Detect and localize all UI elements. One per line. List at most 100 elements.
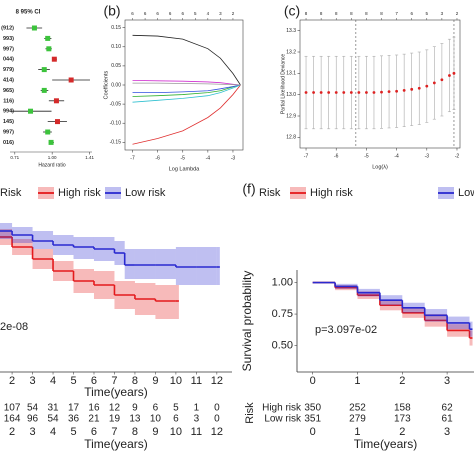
- risk-count: 96: [27, 414, 39, 425]
- risk-count: 0: [214, 414, 220, 425]
- deviance-point: [395, 89, 399, 93]
- panel-label: (c): [284, 3, 300, 19]
- row-label: 997): [3, 46, 14, 52]
- row-label: 965): [3, 88, 14, 94]
- p-value: p=3.097e-02: [315, 324, 377, 336]
- hazard-point: [41, 87, 47, 93]
- deviance-point: [319, 91, 323, 94]
- x-tick-label: 2: [399, 375, 405, 387]
- y-tick-label: 0.15: [111, 25, 121, 31]
- x-tick-label: -3: [425, 153, 430, 159]
- row-label: 044): [3, 57, 14, 63]
- hazard-point: [31, 25, 37, 31]
- row-label: 414): [3, 77, 14, 83]
- risk-count: 252: [349, 403, 366, 414]
- risk-count: 12: [109, 403, 121, 414]
- top-tick-label: 6: [156, 11, 159, 16]
- deviance-point: [365, 91, 368, 94]
- x-tick-label: 6: [91, 375, 97, 387]
- x-tick-label: 11: [191, 375, 202, 387]
- deviance-point: [425, 84, 429, 88]
- coefficient-path: [132, 84, 241, 97]
- risk-count: 54: [27, 403, 39, 414]
- legend-label: High risk: [310, 187, 353, 199]
- y-tick-label: 12.8: [286, 135, 296, 141]
- legend-label: Low risk: [125, 187, 166, 199]
- risk-count: 158: [394, 403, 411, 414]
- deviance-point: [387, 90, 391, 94]
- top-tick-label: 8: [335, 11, 338, 16]
- confidence-band: [216, 247, 220, 285]
- deviance-point: [402, 89, 406, 92]
- deviance-point: [327, 91, 331, 94]
- risk-x-tick-label: 1: [354, 426, 360, 438]
- risk-count: 1: [194, 403, 200, 414]
- risk-x-axis-label: Time(years): [354, 437, 418, 451]
- risk-count: 10: [150, 414, 162, 425]
- x-tick-label: 3: [444, 375, 450, 387]
- y-tick-label: 0.10: [111, 44, 121, 50]
- risk-x-tick-label: 8: [132, 426, 138, 438]
- risk-x-tick-label: 2: [9, 426, 15, 438]
- top-tick-label: 6: [410, 11, 413, 16]
- hazard-point: [46, 46, 52, 52]
- confidence-band: [124, 249, 135, 279]
- x-tick-label: 10: [170, 375, 182, 387]
- risk-x-tick-label: 0: [310, 426, 316, 438]
- top-tick-label: 5: [426, 11, 429, 16]
- hazard-point: [48, 139, 54, 145]
- x-tick-label: -7: [130, 155, 135, 161]
- y-tick-label: 13.3: [286, 28, 296, 34]
- risk-count: 3: [194, 414, 200, 425]
- risk-count: 61: [442, 414, 454, 425]
- top-tick-label: 5: [194, 11, 197, 16]
- risk-table-title: Risk: [244, 402, 256, 424]
- top-tick-label: 4: [207, 11, 210, 16]
- row-label: 994): [3, 109, 14, 115]
- confidence-band: [175, 247, 197, 285]
- top-tick-label: 6: [181, 11, 184, 16]
- deviance-point: [410, 87, 414, 91]
- deviance-point: [452, 71, 456, 75]
- legend-title: Risk: [0, 187, 22, 199]
- hazard-point: [51, 56, 57, 62]
- deviance-point: [304, 91, 308, 94]
- y-tick-label: 13.1: [286, 71, 296, 77]
- row-label: 997): [3, 129, 14, 135]
- coefficient-path: [132, 84, 241, 145]
- risk-count: 173: [394, 414, 411, 425]
- hazard-point: [53, 98, 59, 104]
- hazard-point: [28, 108, 34, 114]
- row-label: (912): [1, 25, 14, 31]
- hazard-point: [54, 119, 60, 125]
- deviance-point: [432, 81, 436, 85]
- y-axis-label: Survival probability: [240, 271, 254, 372]
- deviance-point: [417, 86, 421, 90]
- x-axis-label: Hazard ratio: [38, 162, 65, 168]
- risk-x-tick-label: 5: [70, 426, 76, 438]
- y-tick-label: 13.2: [286, 49, 296, 55]
- risk-count: 351: [304, 414, 321, 425]
- x-tick-label: -7: [304, 153, 309, 159]
- x-tick-label: -4: [206, 155, 211, 161]
- risk-count: 21: [88, 414, 100, 425]
- top-tick-label: 8: [305, 11, 308, 16]
- risk-x-tick-label: 10: [170, 426, 182, 438]
- x-tick-label: 3: [29, 375, 35, 387]
- confidence-band: [134, 249, 156, 279]
- y-axis-label: Coefficients: [103, 70, 109, 99]
- risk-x-axis-label: Time(years): [84, 437, 148, 451]
- deviance-point: [448, 74, 451, 77]
- risk-count: 164: [4, 414, 21, 425]
- confidence-band: [155, 285, 176, 319]
- p-value: 2e-08: [0, 321, 28, 333]
- x-axis-label: Log(λ): [372, 164, 388, 170]
- x-tick-label: 1.41: [85, 155, 94, 160]
- top-tick-label: 8: [365, 11, 368, 16]
- confidence-band: [175, 285, 179, 319]
- row-label: 145): [3, 119, 14, 125]
- x-tick-label: 12: [211, 375, 223, 387]
- top-tick-label: 6: [169, 11, 172, 16]
- risk-count: 36: [68, 414, 80, 425]
